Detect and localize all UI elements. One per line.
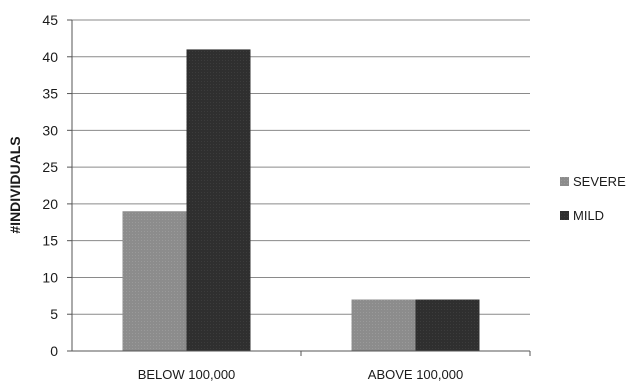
category-labels: BELOW 100,000 ABOVE 100,000 <box>138 367 463 382</box>
y-tick-label: 0 <box>50 343 58 359</box>
y-tick-label: 20 <box>42 196 58 212</box>
y-tick-label: 25 <box>42 159 58 175</box>
legend-swatch-severe <box>560 177 569 186</box>
bar-mild-1 <box>415 299 480 351</box>
y-tick-label: 45 <box>42 12 58 28</box>
y-tick-label: 30 <box>42 122 58 138</box>
bar-mild-0 <box>186 49 251 352</box>
y-tick-label: 10 <box>42 269 58 285</box>
y-tick-label: 40 <box>42 49 58 65</box>
y-tick-label: 5 <box>50 306 58 322</box>
y-tick-label: 15 <box>42 233 58 249</box>
bar-severe-1 <box>351 299 416 351</box>
axes <box>67 19 531 356</box>
y-tick-label: 35 <box>42 86 58 102</box>
legend: SEVERE MILD <box>560 174 626 223</box>
y-axis-title: #INDIVIDUALS <box>7 136 23 233</box>
legend-swatch-mild <box>560 211 569 220</box>
bar-severe-0 <box>122 211 187 351</box>
category-label: ABOVE 100,000 <box>368 367 463 382</box>
category-label: BELOW 100,000 <box>138 367 236 382</box>
legend-label-severe: SEVERE <box>573 174 626 189</box>
y-tick-labels: 0 5 10 15 20 25 30 35 40 45 <box>42 12 58 359</box>
legend-label-mild: MILD <box>573 208 604 223</box>
bars <box>122 49 480 352</box>
